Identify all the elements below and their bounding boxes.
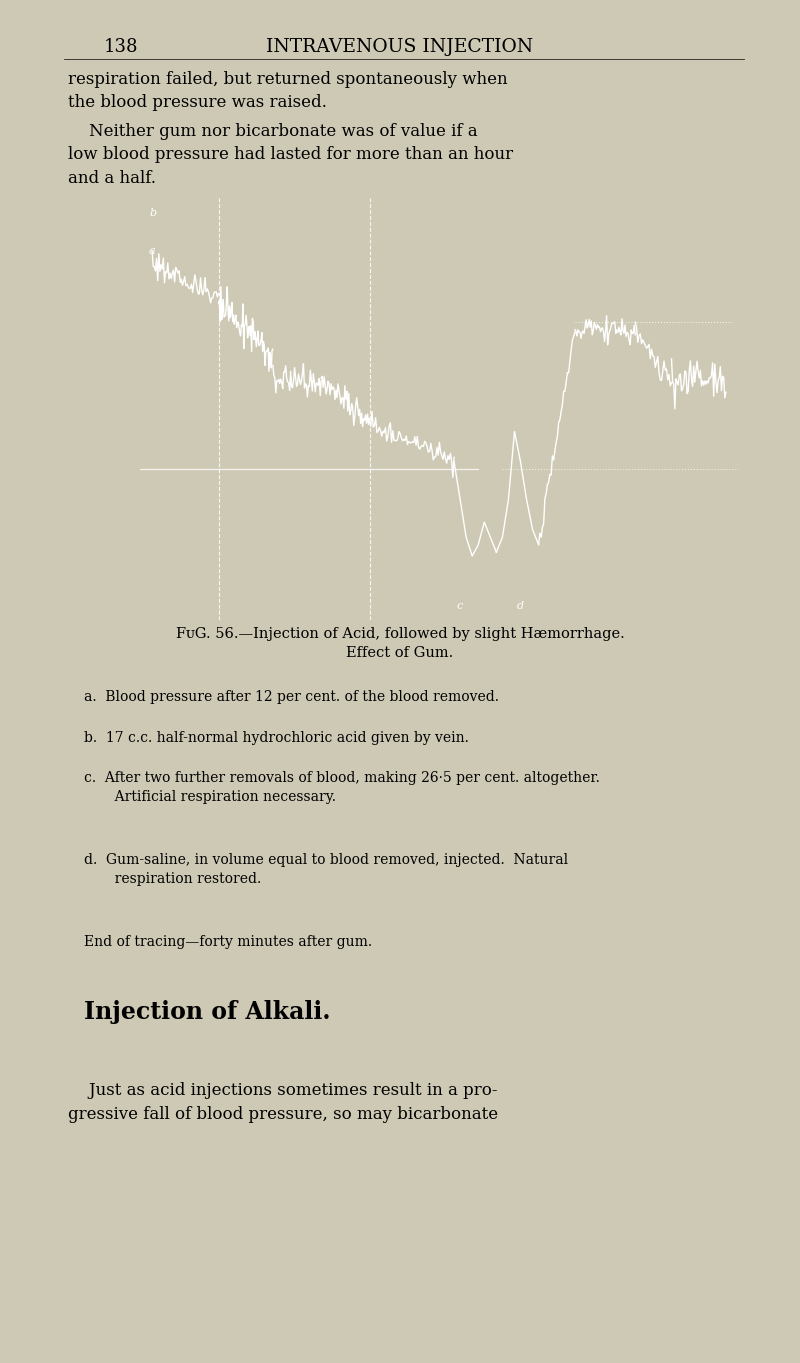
- Text: Just as acid injections sometimes result in a pro-
gressive fall of blood pressu: Just as acid injections sometimes result…: [68, 1082, 498, 1123]
- Text: b: b: [149, 209, 156, 218]
- Text: FᴜG. 56.—Injection of Acid, followed by slight Hæmorrhage.
Effect of Gum.: FᴜG. 56.—Injection of Acid, followed by …: [176, 627, 624, 661]
- Text: INTRAVENOUS INJECTION: INTRAVENOUS INJECTION: [266, 38, 534, 56]
- Text: 138: 138: [104, 38, 138, 56]
- Text: b.  17 c.c. half-normal hydrochloric acid given by vein.: b. 17 c.c. half-normal hydrochloric acid…: [84, 731, 469, 744]
- Text: c.  After two further removals of blood, making 26·5 per cent. altogether.
     : c. After two further removals of blood, …: [84, 771, 600, 804]
- Text: Neither gum nor bicarbonate was of value if a
low blood pressure had lasted for : Neither gum nor bicarbonate was of value…: [68, 123, 513, 187]
- Text: d: d: [517, 601, 524, 611]
- Text: d.  Gum-saline, in volume equal to blood removed, injected.  Natural
       resp: d. Gum-saline, in volume equal to blood …: [84, 853, 568, 886]
- Text: respiration failed, but returned spontaneously when
the blood pressure was raise: respiration failed, but returned spontan…: [68, 71, 508, 112]
- Text: Injection of Alkali.: Injection of Alkali.: [84, 1000, 330, 1025]
- Text: c: c: [457, 601, 463, 611]
- Text: a: a: [149, 247, 156, 256]
- Text: a.  Blood pressure after 12 per cent. of the blood removed.: a. Blood pressure after 12 per cent. of …: [84, 690, 499, 703]
- Text: End of tracing—forty minutes after gum.: End of tracing—forty minutes after gum.: [84, 935, 372, 949]
